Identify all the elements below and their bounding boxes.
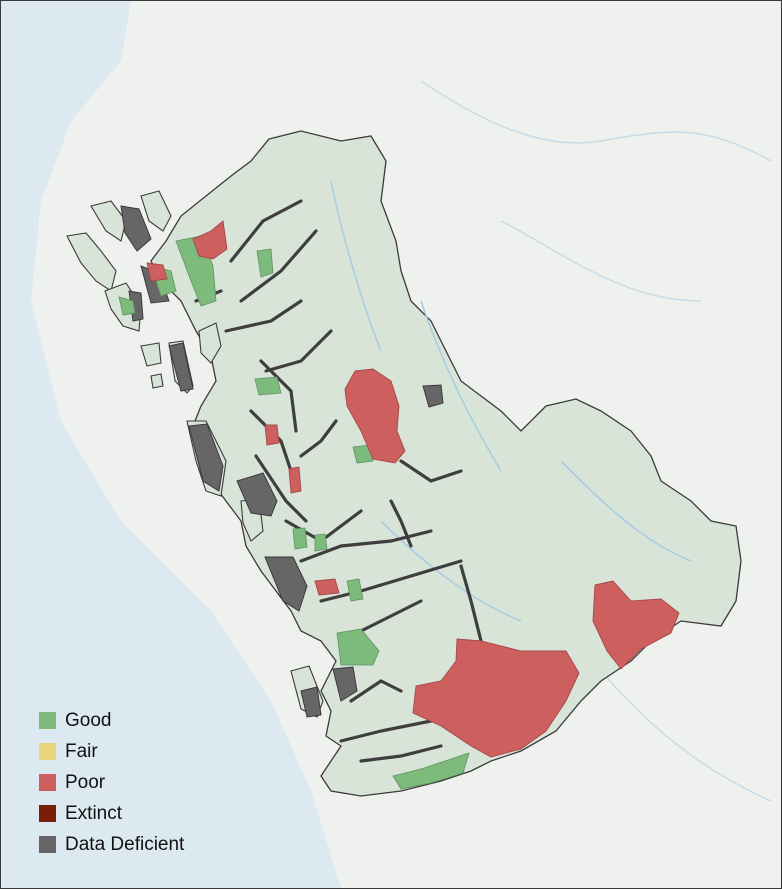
legend-label-good: Good	[65, 709, 112, 731]
legend-swatch-fair	[39, 743, 56, 760]
legend-label-fair: Fair	[65, 740, 98, 762]
legend-label-data-deficient: Data Deficient	[65, 833, 185, 855]
legend-swatch-good	[39, 712, 56, 729]
legend-label-poor: Poor	[65, 771, 106, 793]
region-rivers	[330, 180, 692, 622]
region-outline	[150, 130, 742, 797]
legend-swatch-data-deficient	[39, 836, 56, 853]
legend-item-fair: Fair	[39, 739, 184, 764]
poor-areas	[146, 220, 680, 758]
legend-item-good: Good	[39, 708, 184, 733]
legend-item-data-deficient: Data Deficient	[39, 832, 184, 857]
legend-swatch-extinct	[39, 805, 56, 822]
legend-swatch-poor	[39, 774, 56, 791]
legend-item-poor: Poor	[39, 770, 184, 795]
legend: Good Fair Poor Extinct Data Deficient	[39, 708, 184, 857]
legend-label-extinct: Extinct	[65, 802, 123, 824]
ocean	[1, 1, 341, 888]
legend-item-extinct: Extinct	[39, 801, 184, 826]
